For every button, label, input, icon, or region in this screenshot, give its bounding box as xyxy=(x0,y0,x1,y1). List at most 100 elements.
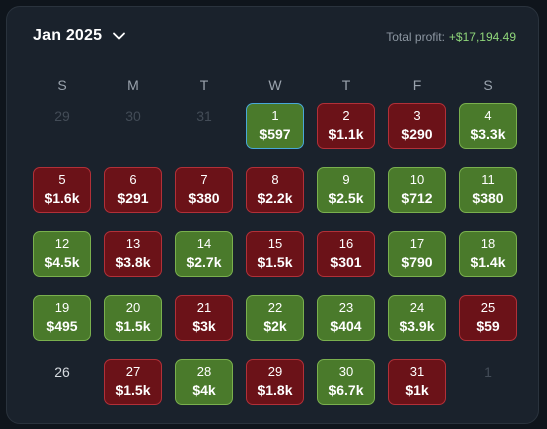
day-number: 18 xyxy=(480,236,496,251)
day-cell-win[interactable]: 22 $2k xyxy=(246,295,304,341)
chevron-down-icon xyxy=(113,32,126,40)
day-pnl-value: $1.5k xyxy=(257,254,293,270)
day-pnl-value: $404 xyxy=(330,318,362,334)
day-number: 19 xyxy=(54,300,70,315)
day-number: 30 xyxy=(125,108,141,124)
weekday-label: S xyxy=(57,77,67,93)
day-number: 13 xyxy=(125,236,141,251)
day-pnl-value: $495 xyxy=(46,318,78,334)
day-pnl-value: $380 xyxy=(472,190,504,206)
calendar-header: Jan 2025 Total profit: +$17,194.49 xyxy=(33,27,516,51)
day-pnl-value: $290 xyxy=(401,126,433,142)
day-pnl-value: $597 xyxy=(259,126,291,142)
day-number: 31 xyxy=(196,108,212,124)
day-pnl-value: $1.5k xyxy=(115,382,151,398)
day-cell-win[interactable]: 12 $4.5k xyxy=(33,231,91,277)
weekday-label: T xyxy=(341,77,351,93)
day-cell-loss[interactable]: 29 $1.8k xyxy=(246,359,304,405)
day-pnl-value: $3k xyxy=(192,318,216,334)
day-number: 22 xyxy=(267,300,283,315)
day-number: 25 xyxy=(480,300,496,315)
day-number: 8 xyxy=(271,172,279,187)
day-number: 28 xyxy=(196,364,212,379)
day-number: 23 xyxy=(338,300,354,315)
day-number: 29 xyxy=(54,108,70,124)
day-pnl-value: $1.4k xyxy=(470,254,506,270)
day-number: 12 xyxy=(54,236,70,251)
day-cell-loss[interactable]: 15 $1.5k xyxy=(246,231,304,277)
weekday-label: M xyxy=(127,77,139,93)
day-pnl-value: $380 xyxy=(188,190,220,206)
day-number: 11 xyxy=(481,172,495,187)
day-cell-loss[interactable]: 3 $290 xyxy=(388,103,446,149)
day-number: 17 xyxy=(409,236,425,251)
day-cell-win[interactable]: 19 $495 xyxy=(33,295,91,341)
weekday-label: T xyxy=(199,77,209,93)
day-cell-win[interactable]: 9 $2.5k xyxy=(317,167,375,213)
day-pnl-value: $712 xyxy=(401,190,433,206)
day-pnl-value: $301 xyxy=(330,254,362,270)
total-profit-label: Total profit: xyxy=(386,30,445,44)
day-cell-win[interactable]: 10 $712 xyxy=(388,167,446,213)
day-number: 7 xyxy=(200,172,208,187)
day-cell-empty: 30 xyxy=(104,103,162,149)
day-cell-loss[interactable]: 2 $1.1k xyxy=(317,103,375,149)
day-number: 27 xyxy=(125,364,141,379)
day-number: 26 xyxy=(54,364,70,380)
day-cell-win[interactable]: 14 $2.7k xyxy=(175,231,233,277)
day-number: 1 xyxy=(271,108,279,123)
day-cell-win[interactable]: 4 $3.3k xyxy=(459,103,517,149)
day-cell-loss[interactable]: 21 $3k xyxy=(175,295,233,341)
day-cell-win[interactable]: 23 $404 xyxy=(317,295,375,341)
day-pnl-value: $1.5k xyxy=(115,318,151,334)
day-cell-loss[interactable]: 16 $301 xyxy=(317,231,375,277)
day-cell-loss[interactable]: 31 $1k xyxy=(388,359,446,405)
day-cell-loss[interactable]: 25 $59 xyxy=(459,295,517,341)
day-pnl-value: $1.1k xyxy=(328,126,364,142)
day-number: 20 xyxy=(125,300,141,315)
day-number: 21 xyxy=(196,300,212,315)
weekday-label: W xyxy=(268,77,282,93)
day-cell-win[interactable]: 18 $1.4k xyxy=(459,231,517,277)
day-number: 2 xyxy=(342,108,350,123)
day-number: 16 xyxy=(338,236,354,251)
day-pnl-value: $1.6k xyxy=(44,190,80,206)
day-cell-loss[interactable]: 7 $380 xyxy=(175,167,233,213)
day-number: 29 xyxy=(267,364,283,379)
day-pnl-value: $3.9k xyxy=(399,318,435,334)
day-cell-empty: 26 xyxy=(33,359,91,405)
day-cell-win[interactable]: 17 $790 xyxy=(388,231,446,277)
day-cell-empty: 29 xyxy=(33,103,91,149)
day-number: 1 xyxy=(484,364,492,380)
day-cell-win[interactable]: 24 $3.9k xyxy=(388,295,446,341)
month-label: Jan 2025 xyxy=(33,27,103,44)
day-cell-win[interactable]: 1 $597 xyxy=(246,103,304,149)
day-pnl-value: $3.8k xyxy=(115,254,151,270)
day-pnl-value: $1k xyxy=(405,382,429,398)
day-cell-loss[interactable]: 5 $1.6k xyxy=(33,167,91,213)
day-cell-win[interactable]: 11 $380 xyxy=(459,167,517,213)
day-number: 15 xyxy=(267,236,283,251)
day-cell-win[interactable]: 30 $6.7k xyxy=(317,359,375,405)
day-number: 5 xyxy=(58,172,66,187)
day-cell-win[interactable]: 28 $4k xyxy=(175,359,233,405)
month-picker[interactable]: Jan 2025 xyxy=(33,27,126,45)
calendar-panel: Jan 2025 Total profit: +$17,194.49 S M T W T F… xyxy=(6,6,539,424)
day-pnl-value: $2.2k xyxy=(257,190,293,206)
day-number: 31 xyxy=(409,364,425,379)
day-pnl-value: $4.5k xyxy=(44,254,80,270)
day-cell-loss[interactable]: 27 $1.5k xyxy=(104,359,162,405)
day-pnl-value: $6.7k xyxy=(328,382,364,398)
day-cell-win[interactable]: 20 $1.5k xyxy=(104,295,162,341)
day-pnl-value: $1.8k xyxy=(257,382,293,398)
day-number: 14 xyxy=(196,236,212,251)
day-cell-loss[interactable]: 6 $291 xyxy=(104,167,162,213)
day-cell-loss[interactable]: 13 $3.8k xyxy=(104,231,162,277)
day-number: 6 xyxy=(129,172,137,187)
day-cell-loss[interactable]: 8 $2.2k xyxy=(246,167,304,213)
day-pnl-value: $790 xyxy=(401,254,433,270)
day-cell-empty: 1 xyxy=(459,359,517,405)
day-number: 3 xyxy=(413,108,421,123)
day-number: 9 xyxy=(342,172,350,187)
day-number: 4 xyxy=(484,108,492,123)
